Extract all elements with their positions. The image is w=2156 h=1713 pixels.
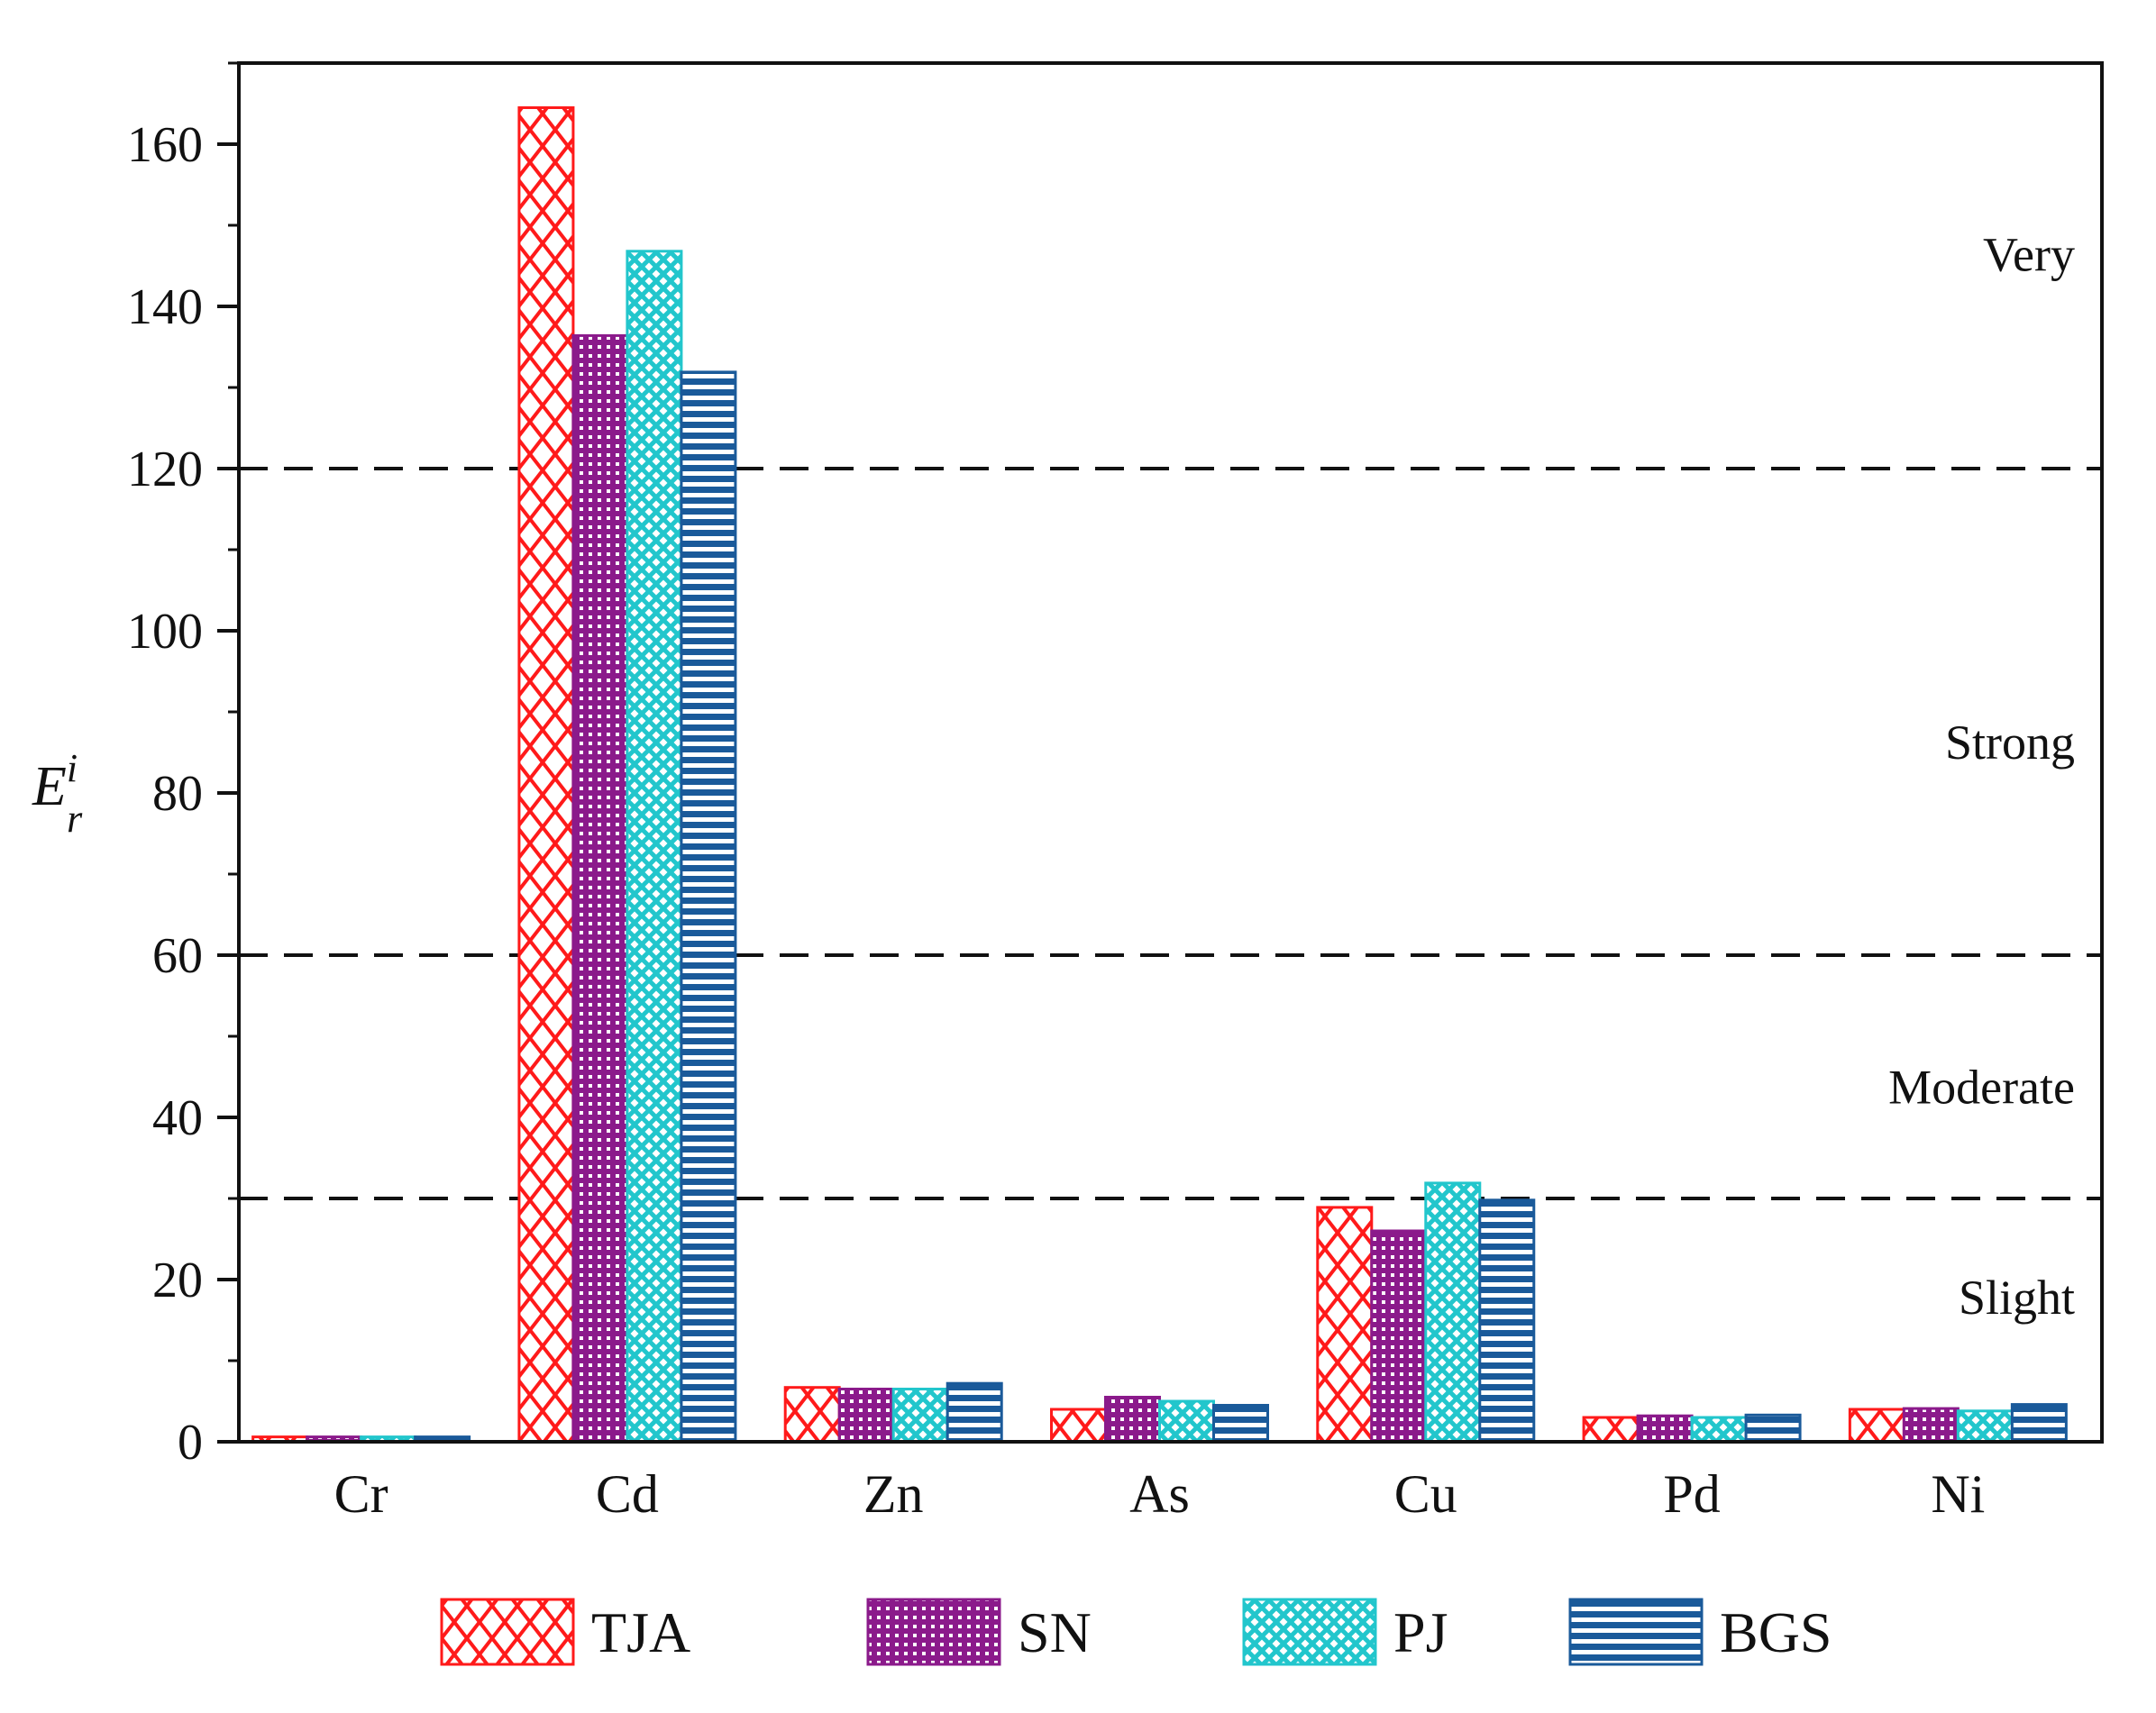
legend: TJA SN PJ BGS [440,1598,1832,1666]
bar-cd-sn [571,333,629,1444]
zone-label-very: Very [1983,227,2075,281]
bars [251,106,2068,1444]
category-label-cd: Cd [596,1464,659,1524]
bar-zn-pj [891,1388,949,1444]
bar-zn-sn [837,1388,895,1444]
legend-swatch-bgs [1568,1598,1704,1666]
bar-as-pj [1158,1399,1215,1444]
bar-as-tja [1050,1408,1107,1444]
legend-label-pj: PJ [1393,1600,1448,1664]
legend-label-bgs: BGS [1720,1600,1832,1664]
bar-cd-tja [517,106,575,1444]
legend-label-sn: SN [1018,1600,1092,1664]
bar-pd-tja [1582,1416,1640,1444]
category-label-as: As [1129,1464,1190,1524]
category-label-cu: Cu [1394,1464,1457,1524]
bar-cd-pj [626,250,683,1444]
y-tick-label: 40 [152,1090,203,1146]
bar-cd-bgs [680,370,737,1444]
bar-zn-bgs [946,1381,1003,1444]
y-tick-label: 100 [127,604,203,660]
y-tick-label: 60 [152,928,203,984]
legend-swatch-pj [1242,1598,1377,1666]
zone-label-moderate: Moderate [1888,1061,2075,1115]
legend-swatch-tja [440,1598,575,1666]
threshold-lines [239,467,2102,1200]
zone-label-slight: Slight [1959,1271,2075,1325]
y-tick-label: 140 [127,279,203,335]
bar-cu-bgs [1478,1198,1536,1444]
plot-frame [237,61,2104,1444]
y-axis-title-subscript: r [67,797,83,841]
bar-pd-pj [1690,1416,1748,1444]
y-axis-title-superscript: i [67,746,78,790]
bar-as-sn [1104,1396,1161,1444]
bar-ni-bgs [2010,1403,2068,1444]
bar-cu-tja [1316,1206,1374,1444]
bar-ni-pj [1956,1409,2014,1444]
y-tick-label: 0 [178,1415,203,1471]
category-label-pd: Pd [1663,1464,1720,1524]
category-labels: Cr Cd Zn As Cu Pd Ni [334,1464,1986,1524]
bar-zn-tja [783,1386,841,1444]
y-axis-ticks: 0 20 40 60 80 100 120 140 160 [127,61,239,1471]
legend-label-tja: TJA [591,1600,690,1664]
bar-pd-bgs [1744,1413,1802,1444]
bar-cu-pj [1424,1181,1482,1444]
category-label-ni: Ni [1931,1464,1985,1524]
bar-as-bgs [1212,1404,1269,1444]
y-tick-label: 160 [127,117,203,173]
zone-label-strong: Strong [1945,715,2075,770]
y-tick-label: 20 [152,1253,203,1308]
bar-pd-sn [1636,1414,1694,1444]
y-tick-label: 80 [152,766,203,822]
y-axis-title: Ei r [32,746,83,841]
bar-ni-sn [1902,1407,1960,1444]
category-label-zn: Zn [863,1464,924,1524]
y-tick-label: 120 [127,442,203,497]
bar-ni-tja [1848,1408,1905,1444]
y-axis-title-base: E [32,756,67,817]
category-label-cr: Cr [334,1464,388,1524]
zone-labels: Slight Moderate Strong Very [1888,227,2075,1324]
bar-cu-sn [1370,1229,1428,1444]
legend-swatch-sn [866,1598,1001,1666]
